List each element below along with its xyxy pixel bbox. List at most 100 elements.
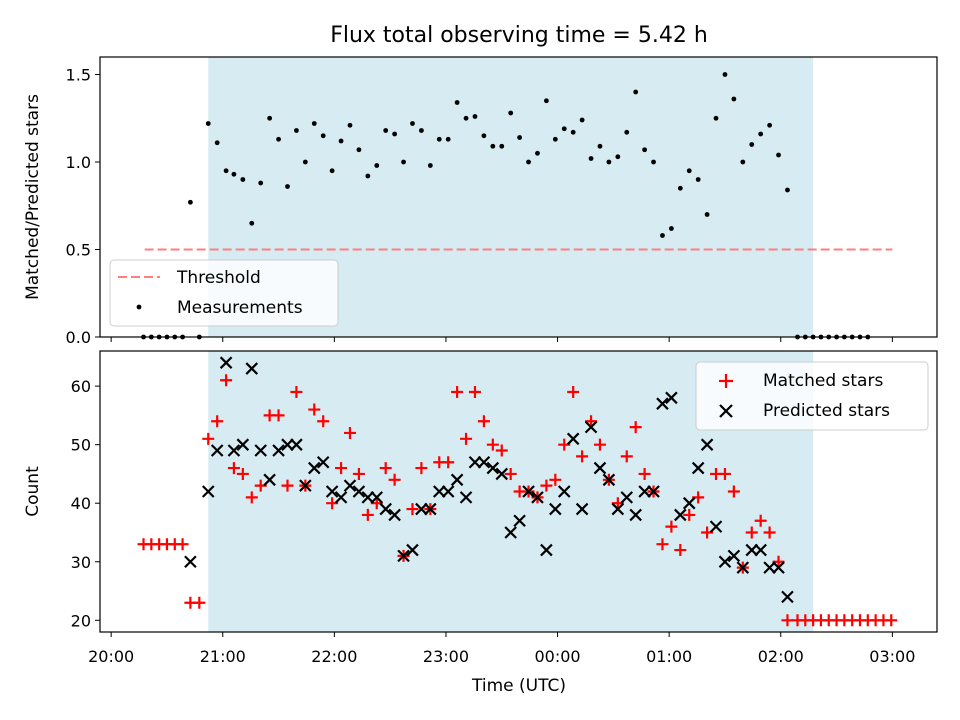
ratio-y-tick-label: 1.0 [66,153,91,172]
measurement-point [231,171,237,177]
matched-star-point [308,403,321,416]
counts-y-tick-label: 60 [71,377,91,396]
legend-measurements-label: Measurements [177,298,303,318]
measurement-point [731,96,737,102]
matched-star-point [211,415,224,428]
counts-y-tick-label: 30 [71,553,91,572]
predicted-star-point [674,508,687,522]
predicted-star-point [432,485,446,498]
counts-y-tick-label: 20 [71,611,91,630]
ratio-panel: 0.0 0.5 1.0 1.5 Matched/Predicted stars Thr… [23,56,938,347]
measurement-point [427,163,433,168]
measurement-point [329,168,335,174]
measurement-point [445,136,451,142]
measurement-point [597,143,603,149]
predicted-star-point [700,438,714,451]
measurement-point [713,115,719,121]
ratio-y-tick-label: 0.5 [66,241,91,260]
chart-title: Flux total observing time = 5.42 h [330,23,708,48]
measurement-point [454,100,460,105]
predicted-star-point [682,496,696,510]
matched-star-point [451,385,464,398]
measurement-point [187,199,193,205]
matched-star-point [352,467,365,480]
measurement-point [588,156,594,161]
x-tick-label: 02:00 [758,647,804,666]
counts-y-axis-label: Count [23,466,43,517]
predicted-star-point [343,479,357,492]
matched-star-point [585,415,598,428]
measurement-point [320,133,326,139]
matched-star-point [567,385,580,398]
matched-star-point [477,415,490,428]
measurement-point [401,159,406,165]
matched-star-point [781,614,794,627]
predicted-star-point [540,543,553,557]
predicted-star-point [709,520,723,533]
x-tick-label: 00:00 [535,647,581,666]
predicted-star-point [727,549,741,563]
predicted-star-point [424,502,437,516]
measurement-point [365,173,371,179]
predicted-star-point [406,543,419,557]
predicted-star-point [316,455,330,469]
predicted-star-point [549,502,562,516]
measurement-point [651,159,656,165]
ratio-panel-frame [99,56,938,338]
predicted-star-point [477,455,491,469]
predicted-star-point [219,356,233,369]
matched-star-point [665,520,678,533]
measurement-point [767,122,772,128]
x-tick-label: 21:00 [200,647,246,666]
measurement-point [249,220,255,226]
predicted-star-point [745,543,759,557]
predicted-star-point [450,473,464,487]
matched-star-point [576,450,589,463]
measurement-point [722,72,728,77]
measurement-point [642,147,648,153]
predicted-star-point [468,455,482,469]
predicted-star-point [459,491,473,504]
measurement-point [472,114,478,119]
matched-star-point [442,456,455,469]
measurement-point [490,143,496,149]
predicted-star-point [299,479,312,492]
measurement-point [686,168,692,174]
predicted-star-point [522,485,535,498]
matched-star-point [495,444,508,457]
predicted-star-point [620,491,634,504]
predicted-star-point [602,473,616,487]
matched-star-point [468,385,481,398]
matched-star-point [290,385,303,398]
predicted-star-point [736,561,750,574]
predicted-star-point [254,444,267,457]
counts-panel-frame [99,350,938,633]
predicted-star-point [441,485,455,498]
predicted-star-point [772,561,785,574]
predicted-star-point [486,461,500,475]
predicted-star-point [325,485,339,498]
measurement-point [392,131,398,137]
measurement-point [677,185,683,191]
counts-panel: 20 30 40 50 60 20:00 21:00 22:00 23:00 00:00 01:0… [23,350,938,696]
predicted-star-point [334,491,348,504]
predicted-star-point [272,444,285,457]
measurement-point [668,226,674,231]
matched-star-point [540,479,553,492]
matched-star-point [638,467,651,480]
measurement-point [508,110,514,116]
predicted-star-point [638,485,651,498]
measurement-point [285,184,290,189]
measurement-point [758,131,764,137]
predicted-star-point [290,438,303,451]
matched-star-point [272,409,285,422]
measurement-point [615,154,621,160]
predicted-star-point [575,502,589,516]
measurement-point [660,233,665,238]
x-tick-label: 03:00 [869,647,915,666]
legend-matched-label: Matched stars [763,371,883,391]
matched-star-point [335,462,348,475]
predicted-star-point [397,549,410,563]
measurement-point [276,136,281,142]
